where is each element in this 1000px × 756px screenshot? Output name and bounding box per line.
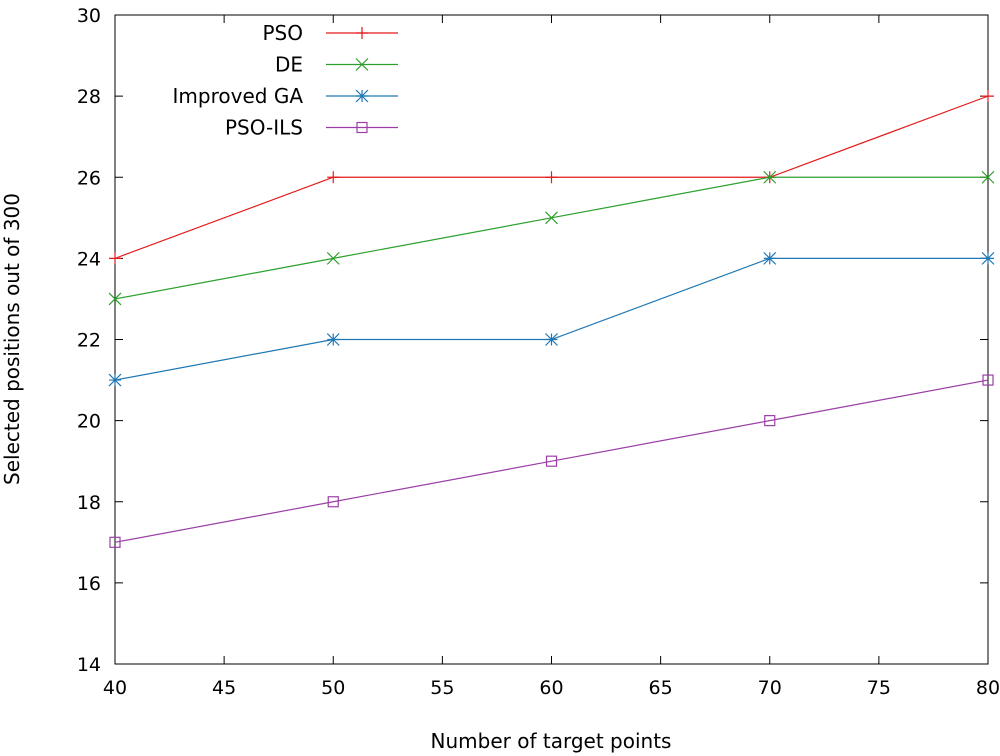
legend-marker-pso [356, 27, 368, 39]
data-point-pso-ils [109, 536, 121, 548]
legend-entry-de: DE [275, 53, 398, 77]
series-layer [108, 90, 995, 548]
y-tick-label: 30 [77, 5, 101, 27]
y-tick-label: 22 [77, 330, 101, 352]
series-line-de [114, 176, 988, 300]
data-point-de [763, 170, 777, 184]
y-tick-label: 18 [77, 492, 101, 514]
x-tick-label: 65 [649, 677, 673, 699]
x-tick-label: 60 [539, 677, 563, 699]
series-pso-ils [109, 374, 994, 548]
data-point-improved-ga [763, 251, 777, 265]
data-point-pso-ils [982, 374, 994, 386]
data-point-pso [982, 90, 994, 103]
legend-marker-pso-ils [356, 121, 368, 134]
legend-entry-pso-ils: PSO-ILS [225, 116, 398, 140]
data-point-improved-ga [108, 373, 122, 387]
legend-entry-improved-ga: Improved GA [173, 84, 398, 108]
data-point-de [981, 170, 995, 184]
legend-label-improved-ga: Improved GA [173, 84, 304, 108]
y-axis-title: Selected positions out of 300 [0, 193, 24, 485]
y-tick-label: 14 [77, 654, 101, 676]
legend-label-pso-ils: PSO-ILS [225, 116, 303, 140]
data-point-de [326, 251, 340, 265]
legend-label-de: DE [275, 53, 303, 77]
legend-marker-improved-ga [355, 89, 369, 103]
data-point-pso-ils [327, 496, 339, 508]
x-tick-label: 55 [430, 677, 454, 699]
y-tick-label: 28 [77, 86, 101, 108]
y-tick-label: 16 [77, 573, 101, 595]
data-point-de [545, 211, 558, 225]
data-point-pso-ils [545, 455, 558, 467]
data-point-de [108, 292, 122, 306]
series-improved-ga [108, 251, 995, 387]
x-tick-label: 40 [103, 677, 127, 699]
legend-label-pso: PSO [263, 21, 304, 45]
data-point-pso-ils [764, 415, 776, 427]
x-tick-label: 50 [321, 677, 345, 699]
legend: PSO DE Improved GA PSO-ILS [173, 21, 398, 140]
data-point-improved-ga [981, 251, 995, 265]
data-point-improved-ga [545, 333, 558, 346]
data-point-pso [545, 171, 558, 184]
series-de [108, 170, 995, 306]
x-tick-label: 80 [976, 677, 1000, 699]
y-tick-label: 20 [77, 411, 101, 433]
axes: 40 45 50 55 60 65 70 75 80 14 16 18 20 22 24 26 28 30 [77, 5, 1000, 699]
y-tick-label: 26 [77, 167, 101, 189]
x-tick-label: 45 [212, 677, 236, 699]
series-line-improved-ga [114, 257, 988, 381]
legend-entry-pso: PSO [263, 21, 398, 45]
x-tick-label: 75 [867, 677, 891, 699]
y-tick-label: 24 [77, 248, 101, 270]
series-line-pso-ils [114, 379, 989, 543]
data-point-pso [109, 252, 121, 265]
data-point-pso [327, 171, 340, 184]
data-point-improved-ga [326, 333, 340, 346]
legend-marker-de [355, 58, 369, 71]
x-tick-label: 70 [758, 677, 782, 699]
x-axis-title: Number of target points [431, 729, 672, 753]
